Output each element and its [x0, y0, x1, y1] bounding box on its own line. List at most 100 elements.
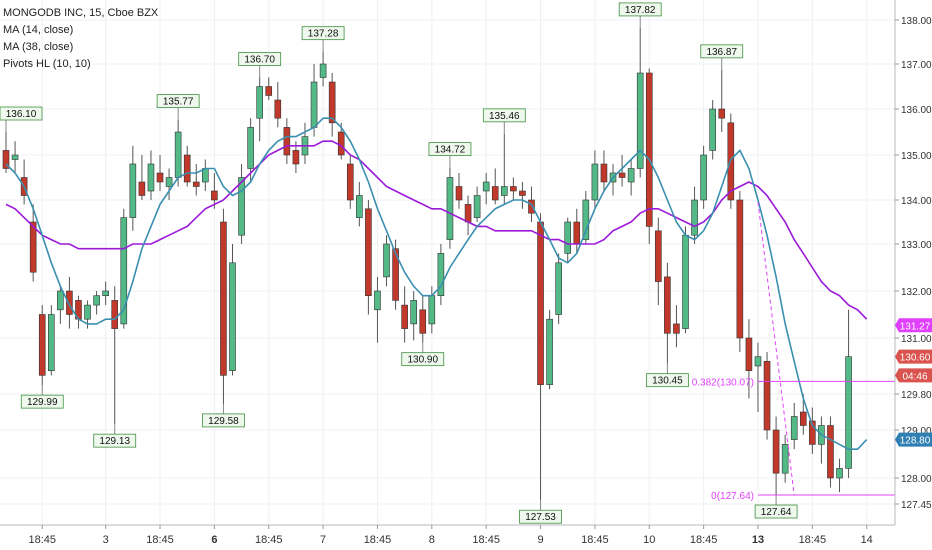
candle-body: [845, 356, 852, 469]
pivot-text: 127.64: [761, 507, 792, 518]
candle: [138, 155, 146, 200]
time-tick-label: 3: [103, 534, 109, 546]
price-badge-text: 04:46: [902, 371, 927, 382]
price-tick-label: 129.80: [901, 390, 932, 401]
candle: [836, 458, 843, 493]
candle-body: [346, 163, 354, 201]
candle-body: [374, 290, 381, 311]
pivot-text: 137.82: [625, 5, 656, 16]
candle-body: [356, 195, 363, 218]
candle: [519, 182, 526, 209]
candle-body: [319, 63, 327, 78]
candle-body: [464, 204, 472, 223]
time-tick-label: 13: [752, 534, 764, 546]
candle-body: [745, 337, 753, 371]
candle: [736, 191, 744, 352]
candle: [682, 226, 689, 334]
candle: [419, 295, 427, 343]
candle: [365, 200, 372, 315]
time-axis: 18:45 3 18:45 6 18:45 7 18:45 8 18:45 9 18:45 10 18:…: [0, 524, 895, 546]
candle: [745, 319, 753, 399]
candle: [47, 305, 55, 376]
candle: [827, 416, 834, 488]
candle: [211, 173, 218, 209]
time-tick-label: 14: [861, 534, 873, 546]
candle-body: [772, 429, 780, 474]
time-tick-label: 8: [429, 534, 435, 546]
candle-body: [691, 199, 698, 236]
pivot-label: 135.46: [482, 108, 526, 134]
candle-body: [582, 199, 590, 240]
candle: [238, 164, 245, 244]
candle-body: [473, 195, 481, 218]
candle: [473, 186, 481, 222]
candle-body: [310, 81, 318, 128]
pivot-label: 137.82: [618, 2, 662, 28]
candle: [809, 407, 816, 454]
candle: [129, 145, 137, 231]
candle: [600, 150, 608, 191]
candle: [328, 73, 336, 137]
candle-body: [754, 356, 762, 367]
time-tick-label: 6: [211, 534, 217, 546]
candle-body: [482, 181, 490, 192]
candle-body: [645, 72, 653, 227]
candle-body: [682, 234, 689, 329]
candle: [645, 68, 653, 244]
pivot-box: [645, 373, 689, 388]
candle: [455, 173, 463, 209]
candle-body: [546, 318, 553, 385]
pivot-labels: 136.10 129.99 129.13 135.77 129.58 136.70 137.…: [0, 2, 798, 524]
candle-body: [283, 127, 291, 156]
candle: [283, 118, 291, 164]
candle-body: [836, 468, 843, 479]
candle-body: [564, 221, 572, 254]
price-badge-text: 128.80: [900, 436, 931, 447]
candle: [618, 155, 626, 187]
candle-body: [102, 290, 109, 296]
price-badge-text: 130.60: [900, 353, 931, 364]
candle-body: [781, 444, 789, 474]
candle: [319, 51, 327, 87]
candle: [66, 276, 73, 329]
time-tick-label: 18:45: [28, 534, 56, 546]
candle-body: [627, 168, 635, 183]
candle: [38, 305, 46, 386]
candle: [229, 244, 236, 376]
legend-pivots[interactable]: Pivots HL (10, 10): [3, 58, 91, 70]
fib-trend-line: [757, 202, 795, 496]
candle-body: [763, 361, 771, 431]
candle-body: [220, 221, 227, 376]
candle-body: [410, 300, 418, 325]
candle-body: [84, 304, 91, 320]
candle-body: [192, 181, 200, 187]
candle-body: [256, 86, 263, 119]
pivot-box: [156, 94, 200, 108]
pivot-text: 134.72: [435, 145, 466, 156]
candle-body: [600, 163, 608, 183]
candle-body: [790, 416, 798, 440]
candle: [709, 100, 716, 160]
time-tick-label: 18:45: [799, 534, 827, 546]
pivot-label: 127.53: [519, 500, 562, 524]
candle: [265, 77, 273, 100]
time-tick-label: 18:45: [146, 534, 174, 546]
pivot-label: 130.45: [645, 363, 689, 388]
price-badge-bg: [895, 318, 932, 333]
candle-body: [537, 221, 544, 385]
candle-body: [519, 190, 526, 196]
legend-ma14[interactable]: MA (14, close): [3, 24, 74, 36]
pivot-text: 136.10: [6, 109, 37, 120]
legend-ma38[interactable]: MA (38, close): [3, 41, 74, 53]
candle: [57, 286, 64, 324]
candle: [247, 118, 254, 182]
candle-body: [510, 186, 517, 192]
pivot-text: 136.87: [706, 47, 737, 58]
candle: [383, 235, 390, 287]
candle: [220, 208, 227, 404]
candle: [718, 69, 726, 132]
candle: [111, 286, 119, 425]
candle: [627, 159, 635, 196]
ma14-line: [5, 117, 868, 450]
